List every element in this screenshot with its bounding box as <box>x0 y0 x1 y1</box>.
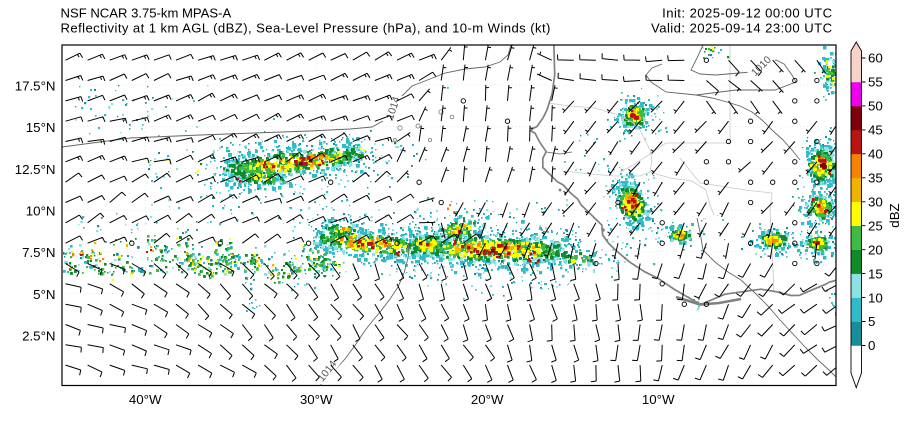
svg-text:45: 45 <box>868 123 883 138</box>
svg-text:10°N: 10°N <box>26 203 56 218</box>
svg-text:25: 25 <box>868 218 883 233</box>
svg-text:30: 30 <box>868 194 883 209</box>
svg-text:2.5°N: 2.5°N <box>22 328 55 343</box>
svg-text:0: 0 <box>868 338 875 353</box>
svg-text:Init: 2025-09-12 00:00 UTC: Init: 2025-09-12 00:00 UTC <box>662 6 832 21</box>
svg-text:20°W: 20°W <box>471 392 504 407</box>
svg-text:dBZ: dBZ <box>887 203 902 227</box>
svg-text:40: 40 <box>868 147 883 162</box>
svg-text:40°W: 40°W <box>129 392 162 407</box>
svg-text:12.5°N: 12.5°N <box>15 162 56 177</box>
svg-text:35: 35 <box>868 171 883 186</box>
svg-text:17.5°N: 17.5°N <box>15 78 56 93</box>
svg-text:60: 60 <box>868 51 883 66</box>
svg-text:NSF NCAR 3.75-km MPAS-A: NSF NCAR 3.75-km MPAS-A <box>61 6 232 21</box>
svg-text:10: 10 <box>868 290 883 305</box>
svg-text:5°N: 5°N <box>33 287 55 302</box>
svg-text:7.5°N: 7.5°N <box>22 245 55 260</box>
svg-text:10°W: 10°W <box>642 392 675 407</box>
svg-text:30°W: 30°W <box>300 392 333 407</box>
svg-text:50: 50 <box>868 99 883 114</box>
svg-text:Reflectivity at 1 km AGL (dBZ): Reflectivity at 1 km AGL (dBZ), Sea-Leve… <box>61 21 551 36</box>
svg-text:20: 20 <box>868 242 883 257</box>
svg-text:55: 55 <box>868 75 883 90</box>
svg-text:15: 15 <box>868 266 883 281</box>
svg-text:15°N: 15°N <box>26 120 56 135</box>
svg-text:Valid: 2025-09-14 23:00 UTC: Valid: 2025-09-14 23:00 UTC <box>651 21 833 36</box>
svg-text:5: 5 <box>868 314 875 329</box>
